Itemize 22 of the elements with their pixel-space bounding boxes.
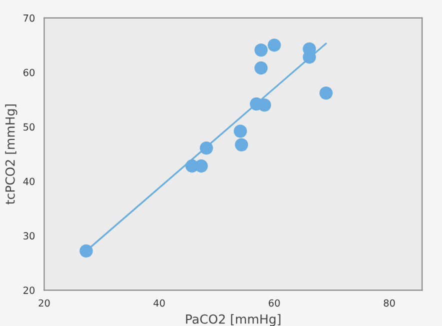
point xyxy=(254,43,268,57)
x-tick-label: 40 xyxy=(154,299,165,307)
point xyxy=(268,38,281,52)
y-axis-title: tcPCO2 [mmHg] xyxy=(5,104,18,204)
y-tick-label: 50 xyxy=(24,123,35,131)
y-tick-label: 20 xyxy=(24,286,35,294)
point xyxy=(234,124,247,138)
x-tick-label: 80 xyxy=(384,299,395,307)
point xyxy=(80,244,93,258)
point xyxy=(234,138,248,152)
x-axis-title: PaCO2 [mmHg] xyxy=(186,314,280,326)
y-tick-label: 40 xyxy=(23,178,35,186)
point xyxy=(258,98,272,112)
point xyxy=(200,141,213,155)
y-tick-label: 30 xyxy=(24,232,35,240)
x-tick-label: 20 xyxy=(38,299,50,307)
point xyxy=(194,159,208,173)
y-tick-label: 60 xyxy=(23,68,35,76)
y-tick-label: 70 xyxy=(24,14,35,22)
point xyxy=(254,61,268,75)
point xyxy=(319,86,333,100)
x-tick-label: 60 xyxy=(268,299,280,307)
